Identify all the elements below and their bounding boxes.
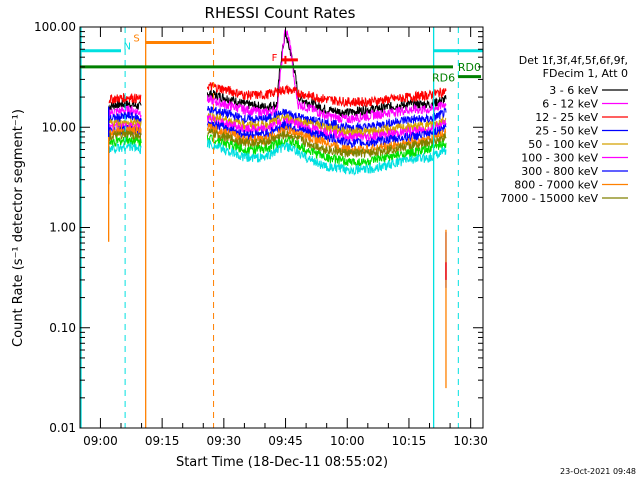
x-tick-label: 10:00	[330, 434, 365, 448]
series-line-9	[206, 128, 447, 158]
orange-bar-label: S	[133, 34, 139, 45]
y-tick-label: 0.10	[49, 321, 76, 335]
series-line-7	[206, 119, 447, 150]
x-tick-label: 09:00	[83, 434, 118, 448]
series-line-3	[206, 81, 447, 108]
x-tick-label: 09:45	[268, 434, 303, 448]
y-axis-label: Count Rate (s⁻¹ detector segment⁻¹)	[11, 109, 26, 347]
legend-entry-label: 50 - 100 keV	[528, 138, 598, 151]
series-line-10	[108, 135, 142, 148]
series-line-11	[206, 138, 447, 176]
x-tick-label: 10:15	[392, 434, 427, 448]
series-line-2	[108, 105, 142, 120]
axis-ticks: 0.01 0.10 1.00 10.00 100.00 09:00 09:15 09:30 09…	[34, 20, 488, 448]
x-axis-label: Start Time (18-Dec-11 08:55:02)	[176, 455, 388, 470]
series-line-2	[206, 29, 447, 124]
legend: Det 1f,3f,4f,5f,6f,9f, FDecim 1, Att 0 3…	[500, 54, 628, 205]
series-line-3	[108, 93, 142, 104]
series-line-1	[108, 99, 142, 111]
series-line-6	[206, 113, 447, 143]
chart-title: RHESSI Count Rates	[205, 4, 356, 22]
x-tick-label: 09:30	[207, 434, 242, 448]
series-line-10	[206, 134, 447, 168]
x-tick-label: 09:15	[145, 434, 180, 448]
legend-header-line-2: FDecim 1, Att 0	[543, 67, 628, 80]
legend-entry-label: 300 - 800 keV	[521, 165, 598, 178]
y-tick-label: 1.00	[49, 221, 76, 235]
legend-entry-label: 100 - 300 keV	[521, 152, 598, 165]
y-tick-label: 100.00	[34, 20, 76, 34]
series-line-4	[108, 111, 142, 123]
legend-header-line-1: Det 1f,3f,4f,5f,6f,9f,	[519, 54, 628, 67]
y-tick-label: 10.00	[42, 120, 76, 134]
x-tick-label: 10:30	[453, 434, 488, 448]
legend-entry-label: 3 - 6 keV	[549, 84, 598, 97]
footer-timestamp: 23-Oct-2021 09:48	[560, 467, 636, 476]
green-bar-label: RD6	[432, 72, 455, 85]
legend-entry-label: 12 - 25 keV	[535, 111, 598, 124]
y-tick-label: 0.01	[49, 421, 76, 435]
data-series	[108, 29, 447, 389]
flare-bar-label: F	[272, 53, 278, 64]
legend-entry-label: 800 - 7000 keV	[514, 179, 598, 192]
cyan-bar-label: N	[124, 42, 131, 53]
legend-entry-label: 25 - 50 keV	[535, 125, 598, 138]
legend-entry-label: 6 - 12 keV	[542, 98, 598, 111]
legend-entry-label: 7000 - 15000 keV	[500, 192, 598, 205]
green-threshold-label: RD0	[458, 61, 481, 74]
